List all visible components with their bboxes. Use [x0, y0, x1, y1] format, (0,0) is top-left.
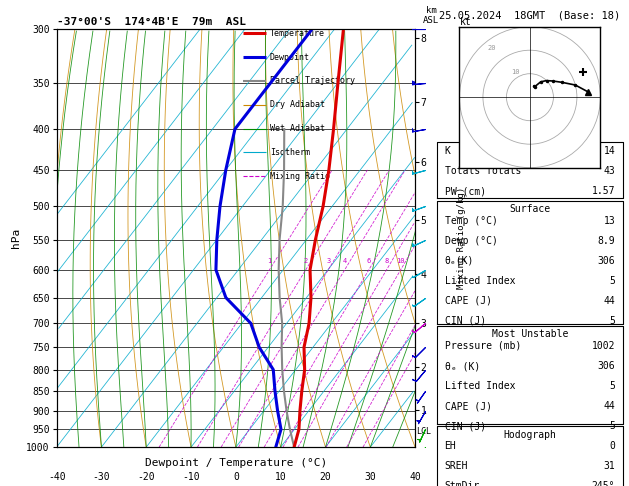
Text: 10: 10 [396, 258, 405, 263]
Text: Isotherm: Isotherm [270, 148, 310, 157]
Y-axis label: hPa: hPa [11, 228, 21, 248]
Text: 5: 5 [610, 316, 615, 326]
Text: 8: 8 [384, 258, 389, 263]
Text: 0: 0 [610, 441, 615, 451]
Text: 1002: 1002 [592, 341, 615, 351]
Text: 2: 2 [304, 258, 308, 263]
Text: 40: 40 [409, 472, 421, 482]
Text: 306: 306 [598, 361, 615, 371]
Text: 43: 43 [604, 166, 615, 176]
Text: Parcel Trajectory: Parcel Trajectory [270, 76, 355, 86]
Text: 1: 1 [267, 258, 272, 263]
Text: 14: 14 [604, 146, 615, 156]
Text: Wet Adiabat: Wet Adiabat [270, 124, 325, 133]
Text: EH: EH [445, 441, 456, 451]
Text: CIN (J): CIN (J) [445, 316, 486, 326]
Text: CAPE (J): CAPE (J) [445, 296, 492, 306]
Text: CIN (J): CIN (J) [445, 421, 486, 431]
Y-axis label: Mixing Ratio (g/kg): Mixing Ratio (g/kg) [457, 187, 466, 289]
Text: Temperature: Temperature [270, 29, 325, 38]
Text: 44: 44 [604, 401, 615, 411]
Text: Surface: Surface [509, 204, 550, 214]
Text: θₑ(K): θₑ(K) [445, 256, 474, 266]
Text: 1.57: 1.57 [592, 186, 615, 196]
Text: Dewpoint: Dewpoint [270, 52, 310, 62]
Text: 44: 44 [604, 296, 615, 306]
Text: 4: 4 [343, 258, 347, 263]
Text: -10: -10 [182, 472, 200, 482]
Text: Temp (°C): Temp (°C) [445, 216, 498, 226]
Text: LCL: LCL [416, 427, 431, 435]
Text: Mixing Ratio: Mixing Ratio [270, 172, 330, 181]
Text: Totals Totals: Totals Totals [445, 166, 521, 176]
Text: Dewp (°C): Dewp (°C) [445, 236, 498, 245]
Text: kt: kt [459, 17, 471, 27]
Text: 30: 30 [364, 472, 376, 482]
Text: -20: -20 [137, 472, 155, 482]
Text: Most Unstable: Most Unstable [492, 330, 568, 339]
Text: 245°: 245° [592, 482, 615, 486]
Text: km
ASL: km ASL [423, 5, 439, 25]
Text: 0: 0 [233, 472, 239, 482]
Text: Lifted Index: Lifted Index [445, 381, 515, 391]
Text: 20: 20 [320, 472, 331, 482]
Text: 5: 5 [610, 421, 615, 431]
X-axis label: Dewpoint / Temperature (°C): Dewpoint / Temperature (°C) [145, 458, 327, 468]
Text: 3: 3 [326, 258, 330, 263]
Text: Lifted Index: Lifted Index [445, 276, 515, 286]
Text: StmDir: StmDir [445, 482, 480, 486]
Text: K: K [445, 146, 450, 156]
Text: Dry Adiabat: Dry Adiabat [270, 100, 325, 109]
Text: -40: -40 [48, 472, 65, 482]
Text: 5: 5 [610, 276, 615, 286]
Text: θₑ (K): θₑ (K) [445, 361, 480, 371]
Text: 5: 5 [610, 381, 615, 391]
Text: CAPE (J): CAPE (J) [445, 401, 492, 411]
Text: -37°00'S  174°4B'E  79m  ASL: -37°00'S 174°4B'E 79m ASL [57, 17, 245, 27]
Text: 20: 20 [487, 45, 496, 51]
Text: SREH: SREH [445, 461, 468, 471]
Text: Pressure (mb): Pressure (mb) [445, 341, 521, 351]
Text: 10: 10 [275, 472, 287, 482]
Text: 10: 10 [511, 69, 520, 75]
Text: -30: -30 [92, 472, 110, 482]
Text: 306: 306 [598, 256, 615, 266]
Text: 25.05.2024  18GMT  (Base: 18): 25.05.2024 18GMT (Base: 18) [439, 11, 621, 21]
Text: PW (cm): PW (cm) [445, 186, 486, 196]
Text: 6: 6 [367, 258, 371, 263]
Text: 31: 31 [604, 461, 615, 471]
Text: Hodograph: Hodograph [503, 430, 557, 439]
Text: 8.9: 8.9 [598, 236, 615, 245]
Text: 13: 13 [604, 216, 615, 226]
